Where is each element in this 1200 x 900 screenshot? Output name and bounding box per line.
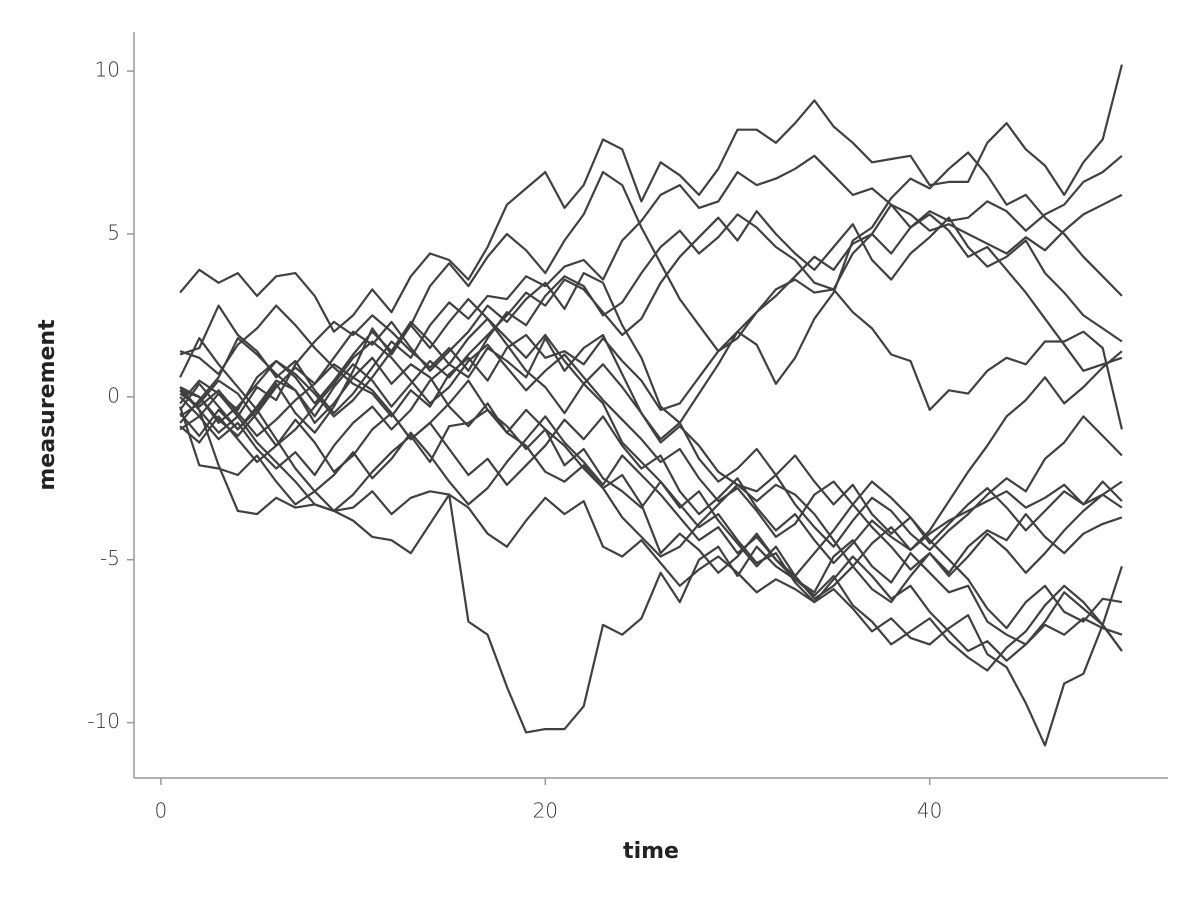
x-axis-title: time	[623, 839, 679, 864]
y-tick-label: 5	[107, 220, 120, 244]
y-tick-label: 10	[95, 58, 120, 82]
x-tick-label: 20	[533, 799, 558, 823]
y-tick-label: 0	[107, 383, 120, 407]
series-line	[179, 350, 1123, 565]
series-line	[179, 151, 1123, 434]
y-tick-label: -5	[100, 546, 120, 570]
series-line	[179, 193, 1123, 418]
series-line	[179, 154, 1123, 415]
series-line	[179, 64, 1123, 333]
series-line	[179, 278, 1123, 430]
series-line	[179, 406, 1123, 568]
series-line	[179, 317, 1123, 630]
series-line	[179, 213, 1123, 437]
series-line	[179, 363, 1123, 604]
series-line	[179, 389, 1123, 734]
y-axis-title: measurement	[35, 319, 60, 491]
series-line	[179, 210, 1123, 424]
series-line	[179, 386, 1123, 662]
x-tick-label: 0	[155, 799, 168, 823]
series-line	[179, 298, 1123, 545]
series-line	[179, 333, 1123, 552]
series-line	[179, 340, 1123, 578]
x-tick-label: 40	[917, 799, 942, 823]
series-line	[179, 382, 1123, 672]
y-tick-label: -10	[87, 709, 120, 733]
